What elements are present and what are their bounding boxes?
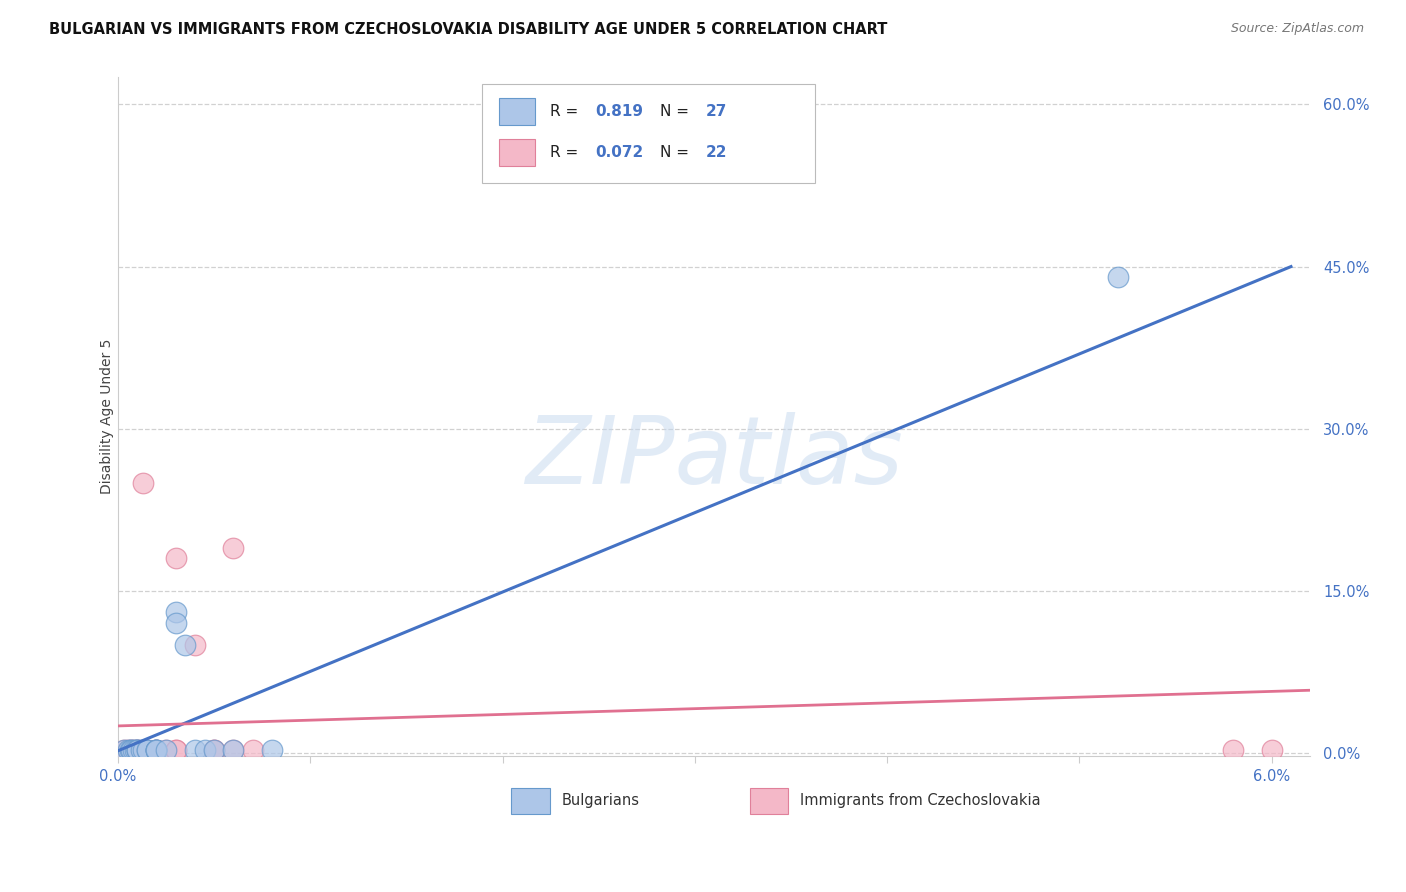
Point: [120, 742, 142, 756]
Point: [135, 742, 157, 756]
Point: [184, 742, 207, 756]
Y-axis label: Disability Age Under 5: Disability Age Under 5: [100, 339, 114, 494]
Point: [242, 742, 264, 756]
Point: [145, 742, 167, 756]
Point: [155, 742, 177, 756]
Point: [127, 742, 149, 756]
Point: [145, 742, 167, 756]
Point: [127, 742, 149, 756]
Point: [202, 742, 225, 756]
Bar: [512, 788, 550, 814]
Point: [129, 742, 152, 756]
Text: R =: R =: [550, 103, 582, 119]
Point: [165, 606, 187, 620]
Point: [127, 742, 149, 756]
Point: [117, 742, 139, 756]
Point: [127, 742, 149, 756]
Point: [193, 742, 215, 756]
Text: 27: 27: [706, 103, 727, 119]
Point: [135, 742, 157, 756]
Point: [184, 638, 207, 652]
Point: [222, 541, 245, 555]
Point: [135, 742, 157, 756]
Point: [145, 742, 167, 756]
Point: [112, 742, 135, 756]
Point: [145, 742, 167, 756]
Text: Immigrants from Czechoslovakia: Immigrants from Czechoslovakia: [800, 794, 1040, 808]
Point: [112, 742, 135, 756]
Text: 0.072: 0.072: [595, 145, 643, 161]
Point: [155, 742, 177, 756]
Point: [174, 638, 197, 652]
Point: [165, 616, 187, 631]
Text: 22: 22: [706, 145, 727, 161]
Text: BULGARIAN VS IMMIGRANTS FROM CZECHOSLOVAKIA DISABILITY AGE UNDER 5 CORRELATION C: BULGARIAN VS IMMIGRANTS FROM CZECHOSLOVA…: [49, 22, 887, 37]
Point: [165, 742, 187, 756]
Point: [202, 742, 225, 756]
Text: ZIPatlas: ZIPatlas: [526, 412, 903, 503]
Point: [145, 742, 167, 756]
Point: [120, 742, 142, 756]
Point: [222, 742, 245, 756]
Point: [165, 742, 187, 756]
Point: [118, 742, 141, 756]
Point: [165, 551, 187, 566]
Point: [122, 742, 145, 756]
Point: [1261, 742, 1284, 756]
Text: 0.819: 0.819: [595, 103, 643, 119]
Point: [1107, 270, 1129, 285]
Text: Bulgarians: Bulgarians: [561, 794, 640, 808]
Point: [145, 742, 167, 756]
Point: [124, 742, 146, 756]
Point: [122, 742, 145, 756]
Bar: [499, 138, 536, 166]
Text: N =: N =: [661, 145, 695, 161]
FancyBboxPatch shape: [482, 84, 815, 183]
Point: [132, 742, 155, 756]
Text: N =: N =: [661, 103, 695, 119]
Point: [202, 742, 225, 756]
Point: [127, 742, 149, 756]
Text: R =: R =: [550, 145, 582, 161]
Bar: [749, 788, 787, 814]
Point: [132, 475, 155, 490]
Point: [117, 742, 139, 756]
Text: Source: ZipAtlas.com: Source: ZipAtlas.com: [1230, 22, 1364, 36]
Bar: [499, 98, 536, 125]
Point: [222, 742, 245, 756]
Point: [260, 742, 283, 756]
Point: [1222, 742, 1244, 756]
